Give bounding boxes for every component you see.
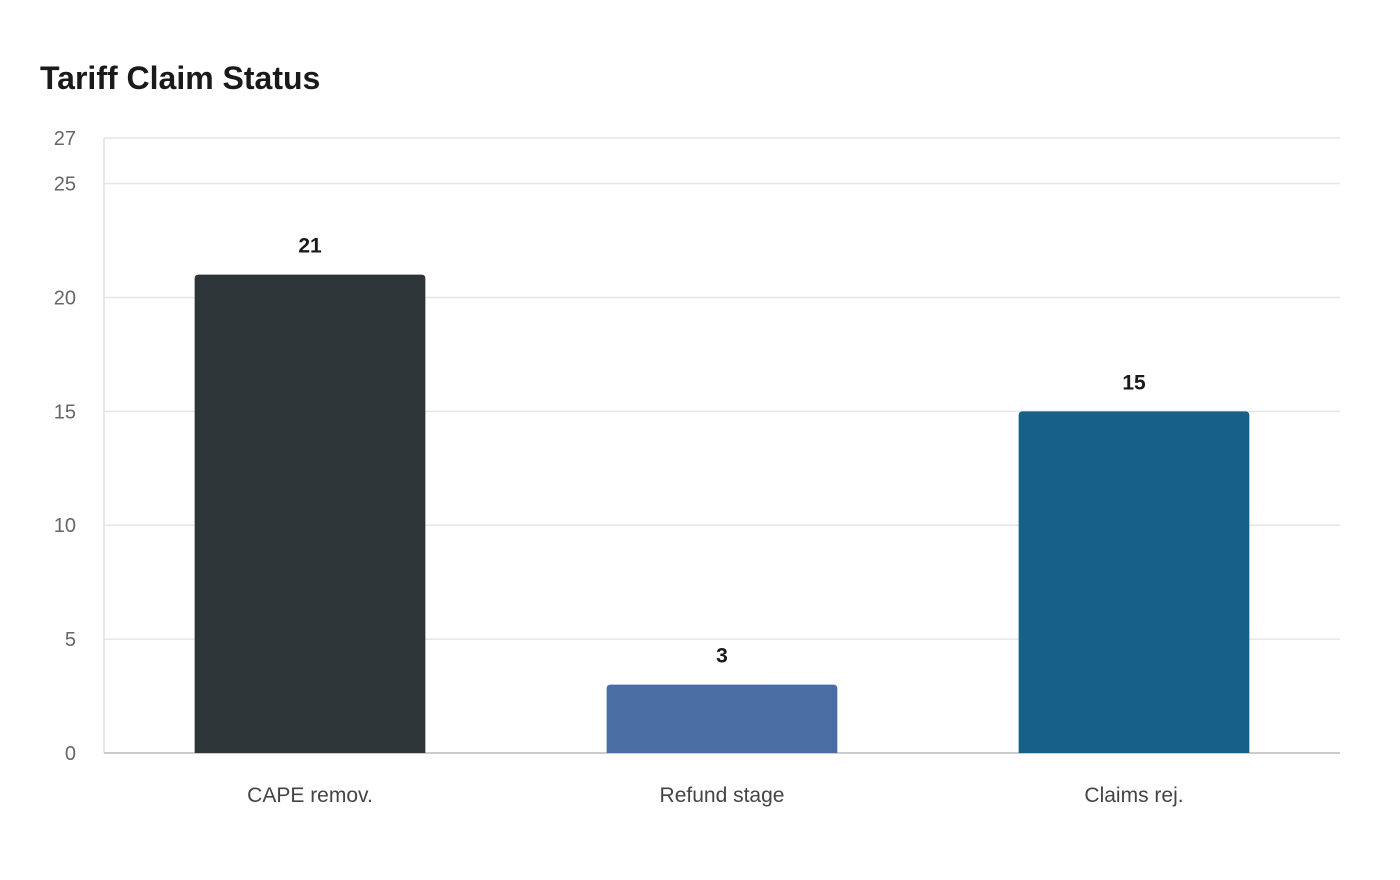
y-tick-label: 10	[54, 515, 76, 537]
bar-1	[606, 684, 838, 753]
x-category-label-2: Claims rej.	[1084, 784, 1183, 807]
y-tick-label: 5	[65, 629, 76, 651]
bar-2	[1018, 411, 1250, 753]
data-label-2: 15	[1122, 371, 1146, 394]
bars	[194, 274, 1250, 753]
labels: 0 5 10 15 20 25 27 21 CAPE remov. 3 Refund stage 15…	[54, 128, 1184, 807]
data-label-0: 21	[298, 235, 322, 258]
x-category-label-0: CAPE remov.	[247, 784, 373, 807]
data-label-1: 3	[716, 645, 728, 668]
chart-title: Tariff Claim Status	[40, 60, 321, 96]
bar-0	[194, 274, 426, 753]
y-tick-label: 25	[54, 174, 76, 196]
y-tick-label: 0	[65, 743, 76, 765]
y-tick-label: 20	[54, 287, 76, 309]
y-tick-label: 27	[54, 128, 76, 150]
y-tick-label: 15	[54, 401, 76, 423]
x-category-label-1: Refund stage	[660, 784, 785, 807]
